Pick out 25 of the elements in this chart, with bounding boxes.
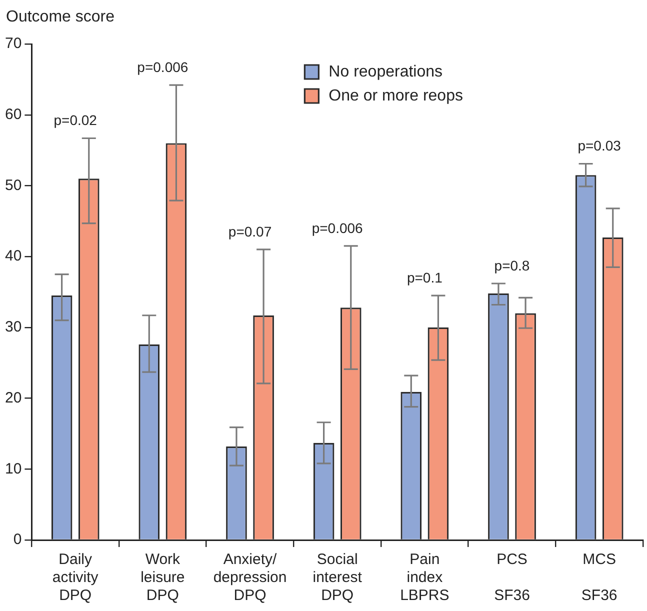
y-tick-label: 20 <box>4 389 22 406</box>
annotation: p=0.8 <box>494 257 530 274</box>
annotation: p=0.1 <box>406 269 443 286</box>
annotation: p=0.07 <box>228 223 272 240</box>
legend-label: No reoperations <box>328 63 443 80</box>
y-axis-title: Outcome score <box>6 8 115 26</box>
y-tick-label: 50 <box>4 176 22 194</box>
category-label: MCS SF36 <box>581 551 618 604</box>
annotation: p=0.006 <box>312 220 364 236</box>
y-tick-label: 30 <box>4 318 22 336</box>
category-label: PCS SF36 <box>494 551 530 604</box>
y-tick-label: 10 <box>4 460 22 478</box>
y-tick-label: 60 <box>4 106 22 123</box>
y-tick-label: 0 <box>13 531 22 548</box>
x-tick-label: Social interest DPQ <box>312 551 363 604</box>
legend-label: One or more reops <box>328 87 463 104</box>
x-tick-label: Daily activity DPQ <box>52 551 99 604</box>
annotation: p=0.02 <box>54 112 98 128</box>
x-tick-label: Work leisure DPQ <box>140 551 185 604</box>
y-tick-label: 40 <box>4 248 22 265</box>
x-tick-label: Anxiety/ depression DPQ <box>213 551 287 604</box>
y-tick-label: 70 <box>4 35 22 52</box>
annotation: p=0.006 <box>137 58 188 75</box>
x-tick-label: Pain index LBPRS <box>400 551 450 604</box>
annotation: p=0.03 <box>578 138 622 154</box>
